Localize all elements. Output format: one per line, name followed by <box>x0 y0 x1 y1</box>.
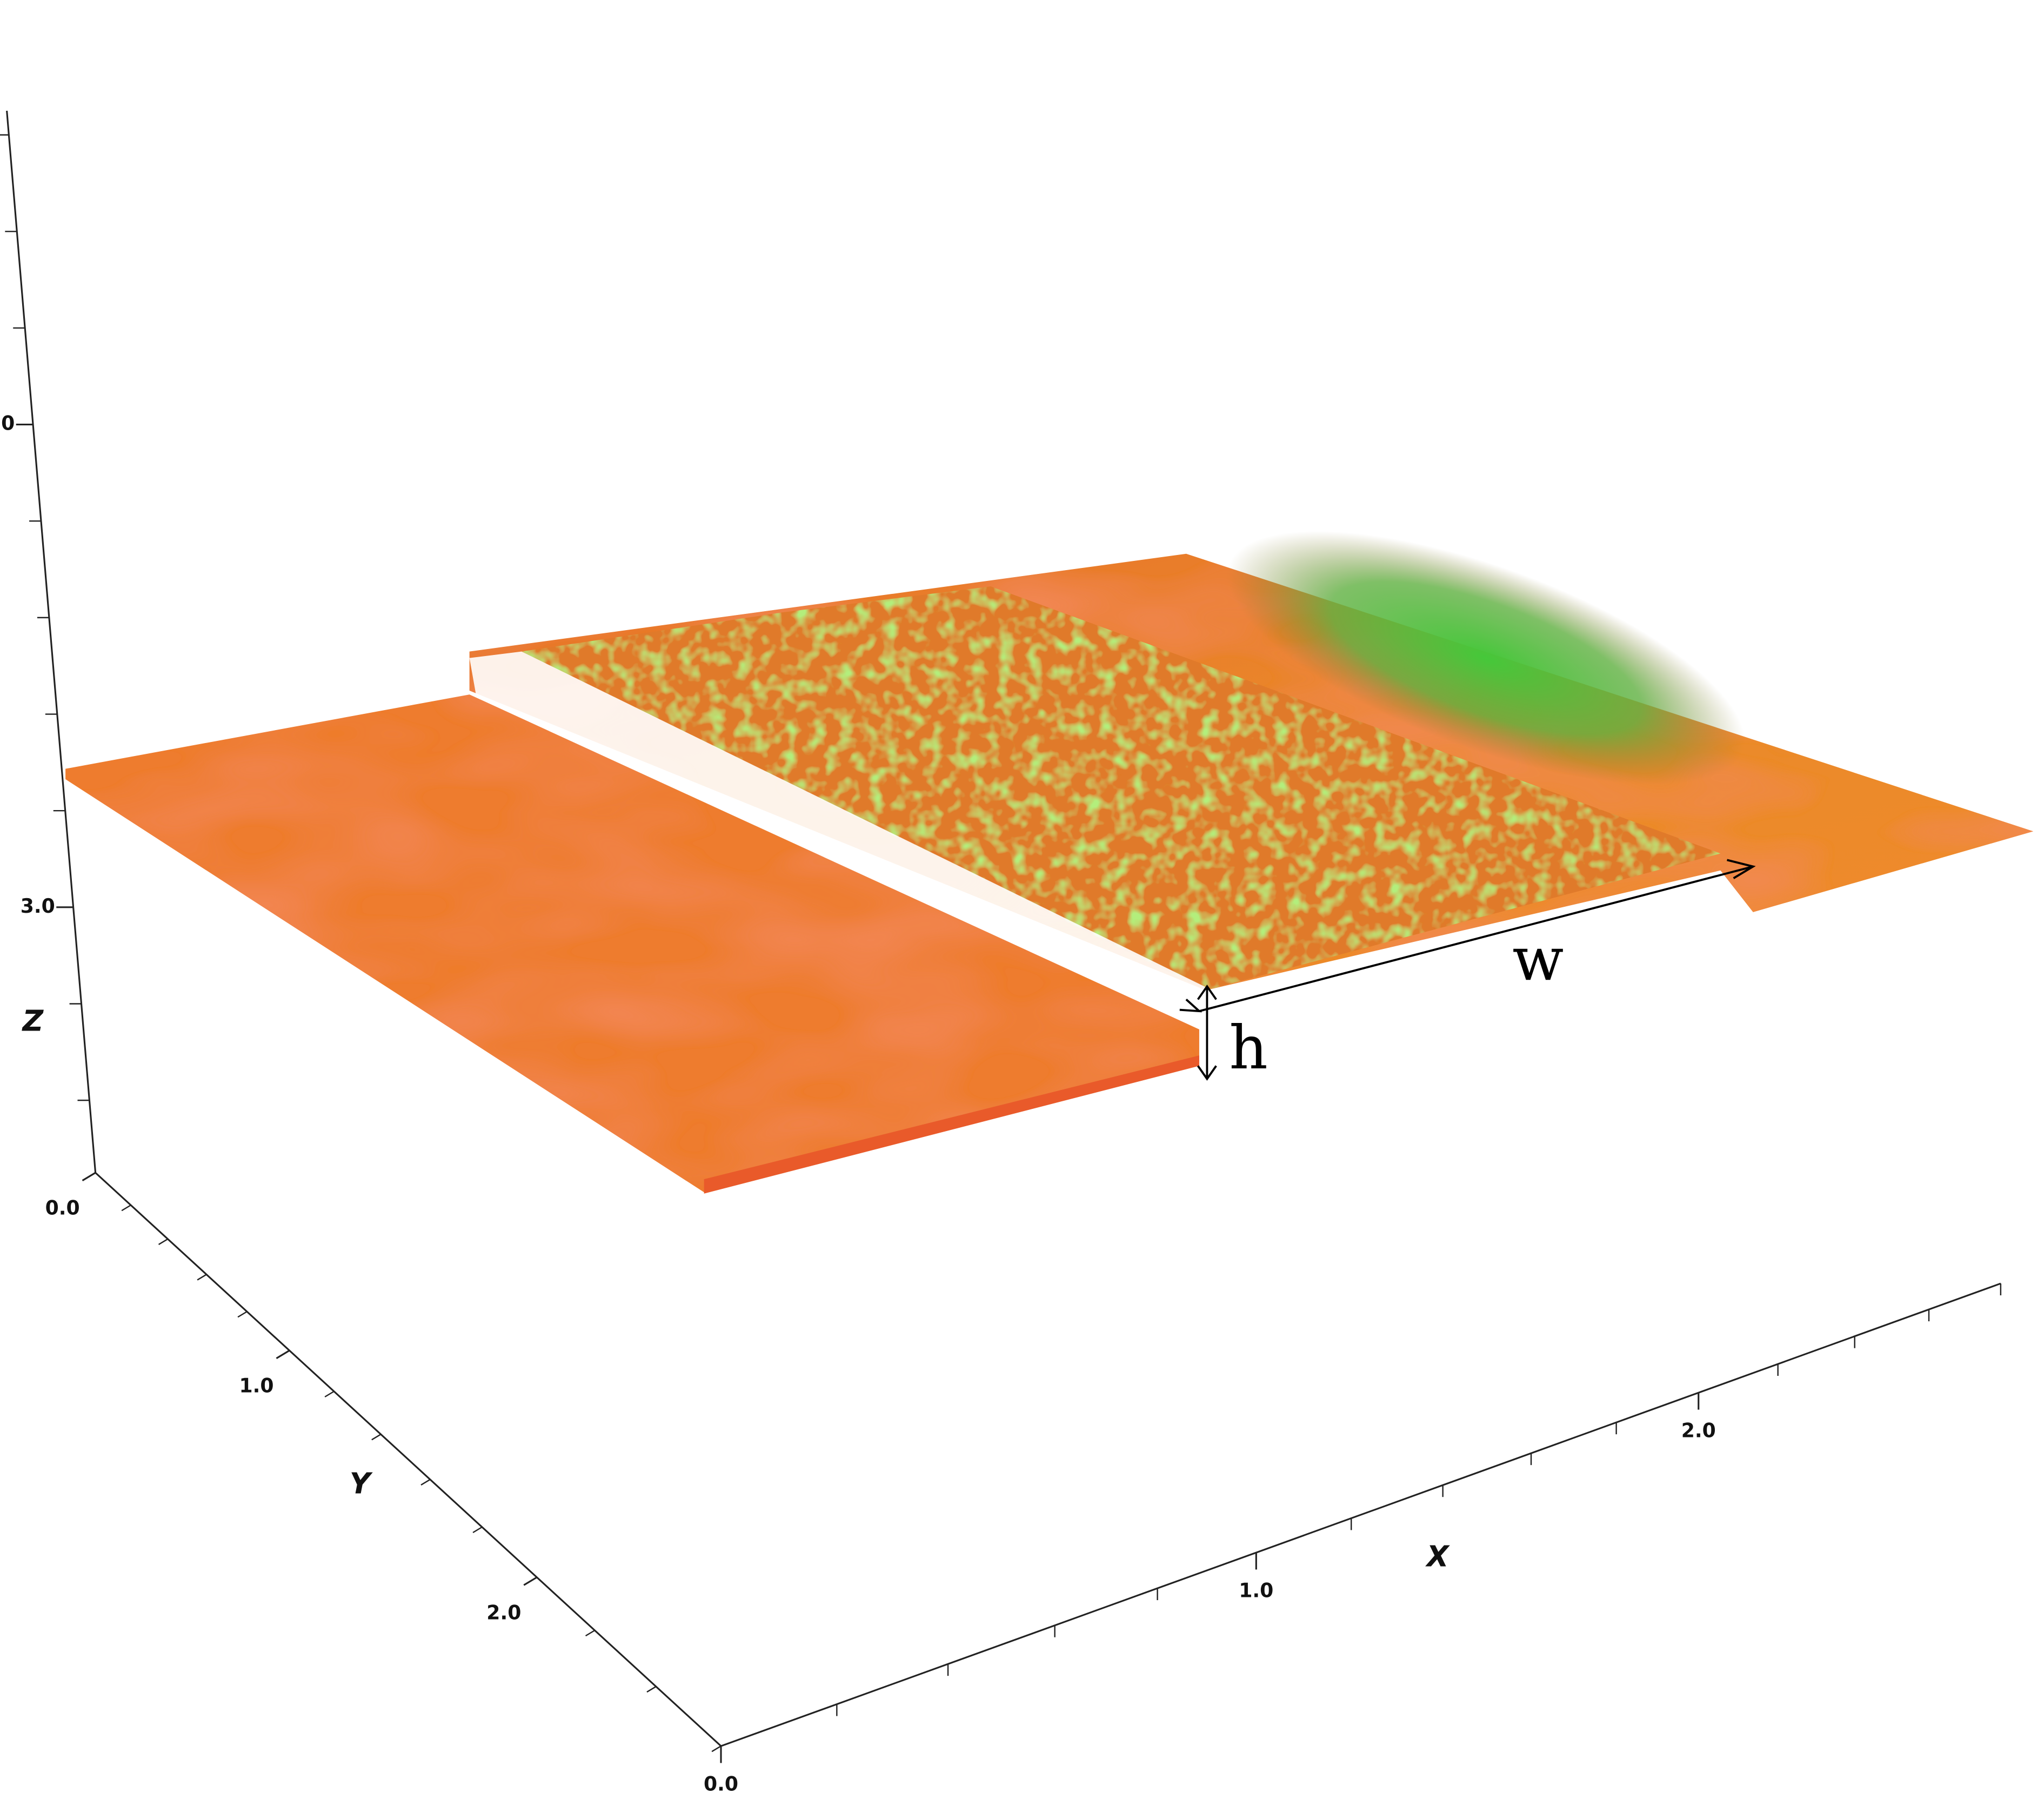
w-arrow <box>1727 859 1756 879</box>
axis-line <box>6 110 2001 1747</box>
x-tick-label: 1.0 <box>1239 1578 1273 1602</box>
w-arrow <box>1179 998 1203 1013</box>
minor-tick <box>324 1390 335 1397</box>
annotation-w: w <box>1512 925 1564 994</box>
minor-tick <box>237 1311 248 1318</box>
annotation-h: h <box>1229 1013 1267 1083</box>
z-axis-label: Z <box>22 1004 44 1038</box>
surface <box>65 531 2034 1194</box>
left-slab-edge <box>704 1055 1199 1194</box>
z-tick-label: 4.0 <box>0 412 15 435</box>
w-line <box>1199 865 1754 1013</box>
minor-tick <box>420 1479 431 1486</box>
x-tick-label: 2.0 <box>1681 1419 1716 1442</box>
minor-tick <box>121 1205 131 1212</box>
y-tick-label: 0.0 <box>45 1196 80 1220</box>
y-tick-label: 2.0 <box>486 1601 521 1624</box>
green-region <box>1227 531 1745 785</box>
z-tick-label: 3.0 <box>21 894 55 918</box>
minor-tick <box>371 1434 382 1441</box>
y-tick <box>82 1172 96 1181</box>
minor-tick <box>472 1526 483 1534</box>
left-slab <box>65 694 1199 1193</box>
rough-band <box>522 586 1721 991</box>
minor-tick <box>158 1238 169 1245</box>
minor-tick <box>646 1685 657 1693</box>
y-tick <box>276 1349 290 1359</box>
axes: Z Y X 0.0 1.0 2.0 0.0 1.0 2.0 3.0 4.0 <box>0 110 2002 1795</box>
y-axis-label: Y <box>350 1467 373 1500</box>
x-tick-label: 0.0 <box>704 1772 738 1795</box>
x-axis-label: X <box>1425 1540 1451 1574</box>
y-tick <box>523 1576 538 1586</box>
minor-tick <box>197 1274 207 1281</box>
minor-tick <box>711 1745 722 1753</box>
minor-tick <box>585 1629 596 1637</box>
y-tick-label: 1.0 <box>239 1374 274 1397</box>
h-arrow <box>1197 1065 1217 1081</box>
h-arrow <box>1197 984 1217 1000</box>
white-strip <box>469 651 1213 1029</box>
dimension-annotations: w h <box>1179 859 1756 1083</box>
